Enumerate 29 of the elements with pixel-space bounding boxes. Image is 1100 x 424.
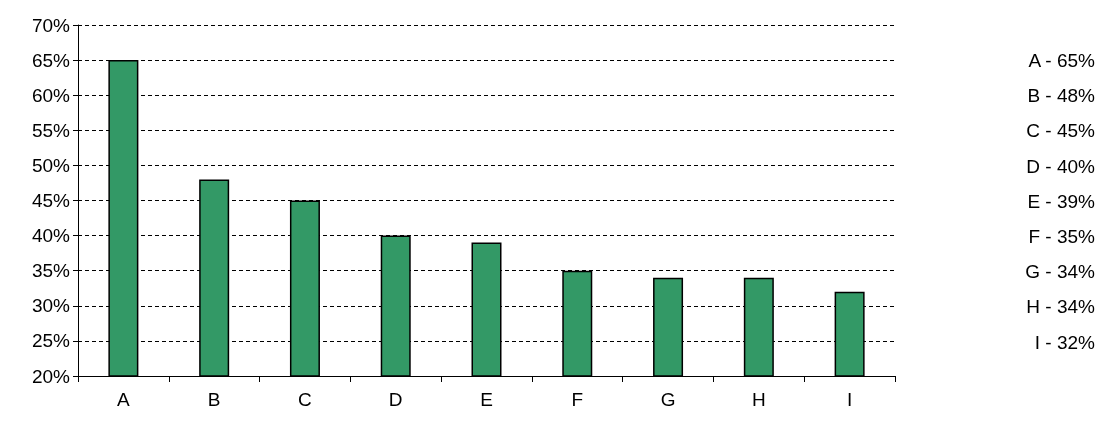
x-tick-label: F: [571, 389, 584, 410]
x-tick-label: A: [117, 389, 131, 410]
y-tick-label: 55%: [31, 119, 71, 141]
y-tick-label: 50%: [31, 154, 71, 176]
y-tick-label: 60%: [31, 84, 71, 106]
y-tick-label: 70%: [31, 14, 71, 36]
text: G - 34%: [1025, 261, 1096, 283]
text: I - 32%: [1034, 331, 1096, 353]
text: H - 34%: [1026, 296, 1096, 318]
y-tick-label: 20%: [31, 365, 71, 387]
x-tick-label: I: [846, 389, 853, 410]
y-tick-label: 45%: [31, 190, 71, 211]
y-tick-label: 65%: [31, 49, 71, 71]
x-tick-label: H: [751, 389, 766, 410]
text: D - 40%: [1026, 155, 1096, 177]
x-tick-label: C: [298, 389, 312, 410]
text: A - 65%: [1028, 50, 1096, 71]
y-tick-label: 25%: [31, 330, 71, 352]
x-tick-label: E: [480, 389, 493, 410]
text: F - 35%: [1028, 226, 1096, 247]
x-tick-label: B: [207, 389, 221, 410]
text: E - 39%: [1027, 190, 1096, 212]
y-tick-label: 40%: [31, 225, 71, 247]
x-tick-label: D: [388, 389, 403, 410]
text: B - 48%: [1027, 85, 1096, 107]
x-tick-label: G: [660, 389, 676, 410]
y-tick-label: 35%: [31, 260, 71, 282]
text: C - 45%: [1026, 120, 1096, 142]
y-tick-label: 30%: [31, 295, 71, 317]
